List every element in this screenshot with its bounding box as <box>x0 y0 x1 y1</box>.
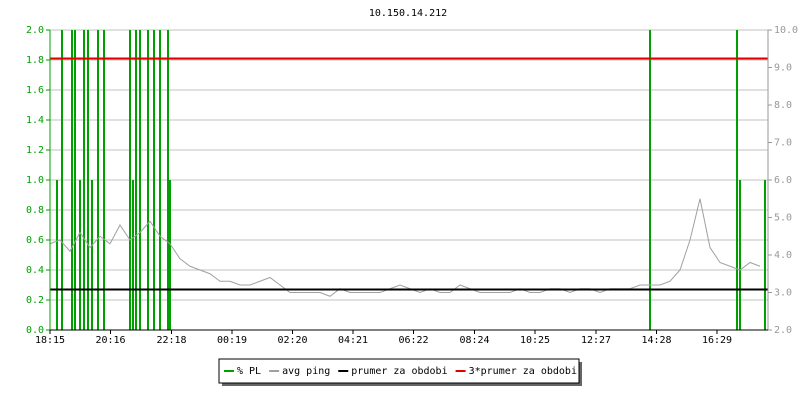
legend-label: avg ping <box>282 366 330 377</box>
x-tick-label: 10:25 <box>520 335 550 346</box>
y2-tick-label: 7.0 <box>774 138 792 149</box>
y-tick-label: 0.8 <box>26 205 44 216</box>
legend-label: prumer za obdobi <box>351 366 447 377</box>
x-tick-label: 12:27 <box>581 335 611 346</box>
x-tick-label: 14:28 <box>641 335 671 346</box>
y-tick-label: 0.4 <box>26 265 44 276</box>
ping-line <box>49 198 761 297</box>
y-tick-label: 0.2 <box>26 295 44 306</box>
y2-tick-label: 5.0 <box>774 213 792 224</box>
x-tick-label: 06:22 <box>398 335 428 346</box>
x-tick-label: 18:15 <box>35 335 65 346</box>
x-tick-label: 04:21 <box>338 335 368 346</box>
x-tick-label: 00:19 <box>217 335 247 346</box>
x-tick-label: 16:29 <box>702 335 732 346</box>
y2-tick-label: 9.0 <box>774 63 792 74</box>
y2-tick-label: 10.0 <box>774 25 798 36</box>
y2-tick-label: 3.0 <box>774 288 792 299</box>
y-tick-label: 1.0 <box>26 175 44 186</box>
y2-tick-label: 2.0 <box>774 325 792 336</box>
y2-tick-label: 4.0 <box>774 250 792 261</box>
chart-title: 10.150.14.212 <box>369 8 447 19</box>
y2-tick-label: 6.0 <box>774 175 792 186</box>
y-tick-label: 0.6 <box>26 235 44 246</box>
y-tick-label: 0.0 <box>26 325 44 336</box>
x-tick-label: 08:24 <box>459 335 489 346</box>
y2-tick-label: 8.0 <box>774 100 792 111</box>
y-tick-label: 1.4 <box>26 115 44 126</box>
x-tick-label: 22:18 <box>156 335 186 346</box>
y-tick-label: 1.8 <box>26 55 44 66</box>
legend-label: % PL <box>237 366 261 377</box>
x-tick-label: 20:16 <box>95 335 125 346</box>
y-tick-label: 2.0 <box>26 25 44 36</box>
y-tick-label: 1.6 <box>26 85 44 96</box>
legend-label: 3*prumer za obdobi <box>469 366 577 377</box>
x-tick-label: 02:20 <box>277 335 307 346</box>
y-tick-label: 1.2 <box>26 145 44 156</box>
